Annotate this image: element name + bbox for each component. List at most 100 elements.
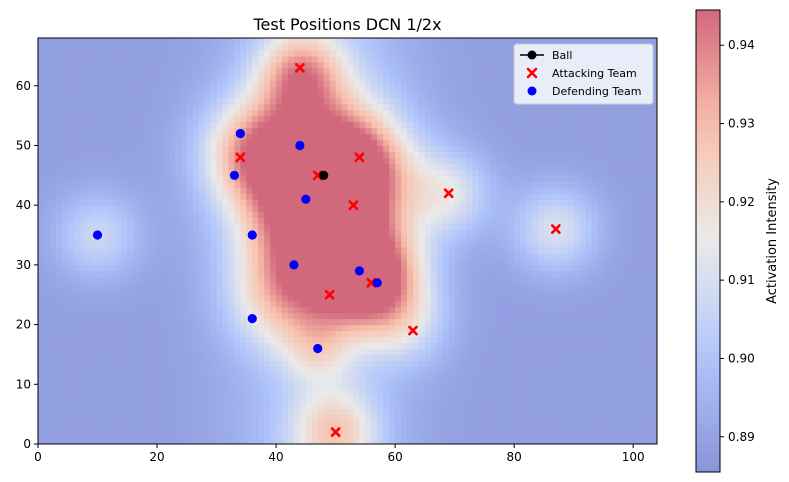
heat-cell (234, 336, 241, 344)
heat-cell (430, 282, 438, 290)
heat-cell (240, 252, 247, 260)
heat-cell (198, 432, 206, 439)
heat-cell (216, 187, 224, 194)
heat-cell (73, 217, 81, 224)
heat-cell (347, 43, 355, 51)
heat-cell (407, 199, 414, 206)
heat-cell (180, 396, 188, 403)
heat-cell (460, 205, 468, 212)
heat-cell (246, 246, 253, 254)
heat-cell (270, 85, 277, 93)
heat-cell (276, 175, 283, 182)
heat-cell (157, 414, 164, 421)
heat-cell (270, 348, 277, 356)
heat-cell (430, 348, 438, 356)
heat-cell (133, 378, 140, 385)
heat-cell (460, 384, 468, 391)
heat-cell (38, 43, 45, 51)
heat-cell (198, 55, 206, 63)
heat-cell (407, 390, 414, 397)
heat-cell (139, 67, 146, 75)
heat-cell (79, 258, 87, 266)
heat-cell (210, 336, 218, 344)
heat-cell (448, 408, 456, 415)
heat-cell (151, 330, 158, 338)
heat-cell (282, 49, 289, 57)
heat-cell (151, 79, 158, 87)
heat-cell (109, 270, 116, 278)
heat-cell (282, 438, 289, 444)
heat-cell (317, 127, 325, 135)
heat-cell (436, 151, 444, 159)
heat-cell (246, 276, 253, 284)
heat-cell (121, 378, 128, 385)
heat-cell (85, 360, 93, 367)
heat-cell (168, 217, 176, 224)
heat-cell (55, 324, 63, 332)
heat-cell (359, 288, 366, 296)
heat-cell (216, 91, 224, 99)
heat-cell (276, 199, 283, 206)
heat-cell (418, 432, 426, 439)
heat-cell (264, 115, 271, 123)
heat-cell (168, 294, 176, 302)
heat-cell (407, 252, 414, 260)
heat-cell (395, 181, 402, 188)
heat-cell (228, 312, 236, 320)
heat-cell (252, 211, 259, 218)
heat-cell (287, 276, 295, 284)
heat-cell (222, 324, 230, 332)
heat-cell (127, 38, 134, 45)
heat-cell (347, 270, 355, 278)
heat-cell (353, 73, 360, 81)
heat-cell (377, 270, 384, 278)
heat-cell (454, 324, 462, 332)
heat-cell (287, 372, 295, 379)
heat-cell (347, 163, 355, 170)
heat-cell (97, 169, 105, 176)
heat-cell (43, 169, 51, 176)
heat-cell (97, 366, 105, 373)
heat-cell (365, 79, 372, 87)
heat-cell (264, 38, 271, 45)
heat-cell (109, 390, 116, 397)
heat-cell (174, 175, 182, 182)
heat-cell (264, 157, 271, 164)
heat-cell (198, 378, 206, 385)
heat-cell (55, 235, 63, 242)
heat-cell (109, 426, 116, 433)
heat-cell (145, 324, 152, 332)
heat-cell (186, 103, 194, 111)
heat-cell (157, 211, 164, 218)
heat-cell (270, 270, 277, 278)
heat-cell (293, 306, 301, 314)
heat-cell (418, 264, 426, 272)
heat-cell (61, 330, 69, 338)
heat-cell (299, 85, 307, 93)
heat-cell (67, 276, 75, 284)
heat-cell (139, 223, 146, 230)
heat-cell (168, 282, 176, 290)
heat-cell (73, 426, 81, 433)
heat-cell (389, 91, 396, 99)
heat-cell (204, 342, 212, 350)
heat-cell (389, 408, 396, 415)
heat-cell (85, 181, 93, 188)
heat-cell (430, 139, 438, 147)
heat-cell (436, 61, 444, 69)
heat-cell (454, 252, 462, 260)
heat-cell (412, 360, 420, 367)
heat-cell (264, 91, 271, 99)
heat-cell (282, 151, 289, 159)
heat-cell (151, 187, 158, 194)
heat-cell (311, 270, 319, 278)
heat-cell (442, 55, 450, 63)
heat-cell (168, 324, 176, 332)
heat-cell (359, 139, 366, 147)
heat-cell (466, 217, 474, 224)
heat-cell (383, 408, 390, 415)
heat-cell (341, 145, 349, 153)
heat-cell (180, 342, 188, 350)
heat-cell (145, 229, 152, 236)
heat-cell (412, 67, 420, 75)
